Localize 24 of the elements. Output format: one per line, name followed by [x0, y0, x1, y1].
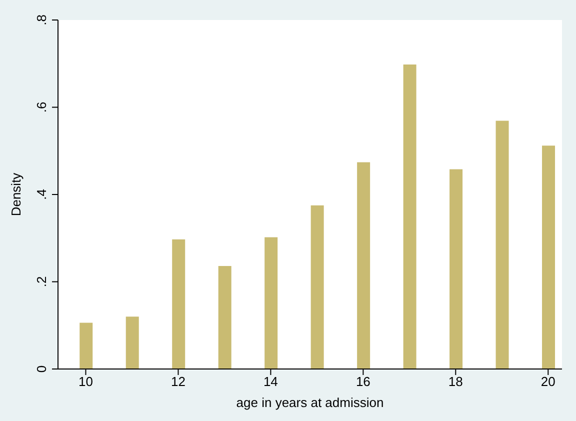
x-tick-label: 10	[78, 374, 93, 390]
x-tick-label: 16	[356, 374, 370, 390]
bar	[403, 64, 416, 369]
x-tick-label: 18	[448, 374, 463, 390]
bar	[218, 266, 232, 369]
bar	[450, 169, 463, 369]
bar	[172, 239, 186, 369]
x-tick-label: 12	[170, 374, 186, 390]
y-tick-label: .8	[34, 14, 49, 26]
y-axis-title: Density	[8, 172, 24, 216]
y-tick-label: .4	[34, 189, 49, 200]
x-tick-label: 14	[263, 374, 278, 390]
bar	[357, 162, 370, 369]
bar	[80, 322, 93, 369]
y-tick-label: .6	[34, 102, 49, 113]
bar	[310, 205, 324, 369]
bar	[126, 316, 139, 369]
bar	[496, 120, 509, 369]
y-tick-label: 0	[34, 365, 49, 373]
bar	[264, 237, 278, 369]
x-tick-label: 20	[540, 374, 556, 390]
x-axis-title: age in years at admission	[236, 395, 384, 410]
y-tick-label: .2	[34, 276, 49, 288]
bar	[542, 146, 556, 369]
